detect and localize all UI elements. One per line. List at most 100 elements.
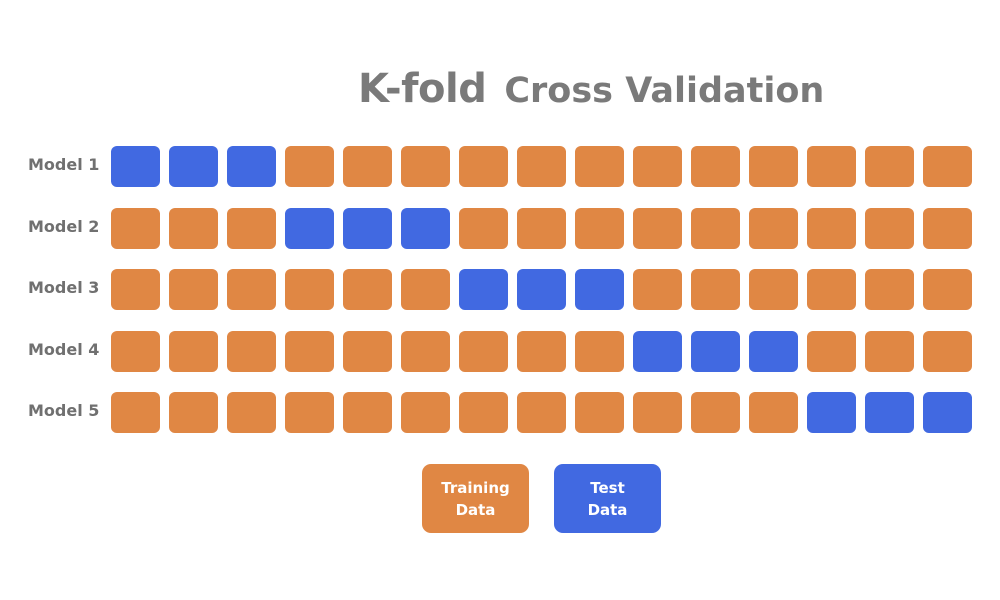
legend-test-line1: Test	[590, 478, 625, 497]
training-data-block	[227, 331, 276, 372]
legend-training-line1: Training	[441, 478, 510, 497]
row-label: Model 5	[28, 401, 100, 420]
training-data-block	[691, 208, 740, 249]
training-data-block	[575, 331, 624, 372]
training-data-block	[343, 331, 392, 372]
test-data-block	[691, 331, 740, 372]
test-data-block	[865, 392, 914, 433]
training-data-block	[459, 208, 508, 249]
training-data-block	[517, 331, 566, 372]
training-data-block	[343, 269, 392, 310]
fold-cells	[111, 269, 973, 310]
training-data-block	[633, 208, 682, 249]
training-data-block	[285, 146, 334, 187]
training-data-block	[691, 269, 740, 310]
fold-row: Model 4	[0, 331, 1000, 372]
training-data-block	[749, 208, 798, 249]
title-cross-validation: Cross Validation	[504, 71, 825, 111]
training-data-block	[749, 269, 798, 310]
fold-row: Model 5	[0, 392, 1000, 433]
training-data-block	[749, 146, 798, 187]
training-data-block	[111, 392, 160, 433]
training-data-block	[575, 208, 624, 249]
training-data-block	[633, 146, 682, 187]
training-data-block	[343, 392, 392, 433]
training-data-block	[749, 392, 798, 433]
training-data-block	[227, 392, 276, 433]
row-label: Model 3	[28, 278, 100, 297]
legend-training-data: Training Data	[422, 464, 529, 533]
test-data-block	[169, 146, 218, 187]
row-label: Model 1	[28, 155, 100, 174]
training-data-block	[343, 146, 392, 187]
training-data-block	[517, 146, 566, 187]
training-data-block	[111, 269, 160, 310]
training-data-block	[807, 331, 856, 372]
test-data-block	[749, 331, 798, 372]
fold-row: Model 2	[0, 208, 1000, 249]
legend-test-line2: Data	[587, 500, 628, 519]
training-data-block	[575, 146, 624, 187]
fold-cells	[111, 208, 973, 249]
training-data-block	[923, 331, 972, 372]
training-data-block	[633, 269, 682, 310]
training-data-block	[401, 146, 450, 187]
test-data-block	[459, 269, 508, 310]
training-data-block	[111, 208, 160, 249]
training-data-block	[923, 146, 972, 187]
training-data-block	[807, 208, 856, 249]
legend: Training Data Test Data	[0, 464, 1000, 534]
training-data-block	[285, 331, 334, 372]
training-data-block	[517, 208, 566, 249]
training-data-block	[865, 331, 914, 372]
training-data-block	[227, 269, 276, 310]
training-data-block	[865, 269, 914, 310]
training-data-block	[401, 392, 450, 433]
test-data-block	[285, 208, 334, 249]
legend-test-data: Test Data	[554, 464, 661, 533]
training-data-block	[401, 331, 450, 372]
training-data-block	[691, 392, 740, 433]
training-data-block	[865, 208, 914, 249]
training-data-block	[575, 392, 624, 433]
fold-cells	[111, 146, 973, 187]
row-label: Model 2	[28, 217, 100, 236]
training-data-block	[923, 208, 972, 249]
fold-row: Model 1	[0, 146, 1000, 187]
training-data-block	[169, 208, 218, 249]
training-data-block	[923, 269, 972, 310]
training-data-block	[227, 208, 276, 249]
fold-row: Model 3	[0, 269, 1000, 310]
training-data-block	[517, 392, 566, 433]
training-data-block	[865, 146, 914, 187]
training-data-block	[169, 269, 218, 310]
test-data-block	[575, 269, 624, 310]
diagram-title: K-fold Cross Validation	[358, 66, 824, 112]
test-data-block	[401, 208, 450, 249]
training-data-block	[111, 331, 160, 372]
training-data-block	[807, 146, 856, 187]
test-data-block	[343, 208, 392, 249]
training-data-block	[459, 392, 508, 433]
title-kfold: K-fold	[358, 66, 487, 112]
training-data-block	[169, 331, 218, 372]
test-data-block	[517, 269, 566, 310]
training-data-block	[169, 392, 218, 433]
training-data-block	[459, 146, 508, 187]
training-data-block	[401, 269, 450, 310]
training-data-block	[459, 331, 508, 372]
test-data-block	[633, 331, 682, 372]
training-data-block	[285, 269, 334, 310]
legend-training-line2: Data	[455, 500, 496, 519]
test-data-block	[807, 392, 856, 433]
training-data-block	[285, 392, 334, 433]
fold-cells	[111, 331, 973, 372]
fold-cells	[111, 392, 973, 433]
training-data-block	[691, 146, 740, 187]
test-data-block	[923, 392, 972, 433]
training-data-block	[633, 392, 682, 433]
training-data-block	[807, 269, 856, 310]
test-data-block	[227, 146, 276, 187]
test-data-block	[111, 146, 160, 187]
row-label: Model 4	[28, 340, 100, 359]
